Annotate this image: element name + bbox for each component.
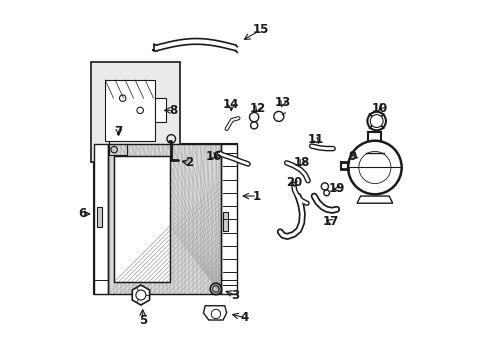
Bar — [108, 144, 221, 294]
Text: 10: 10 — [371, 102, 387, 115]
Text: 17: 17 — [322, 215, 338, 228]
Text: 3: 3 — [231, 288, 239, 302]
Polygon shape — [356, 196, 392, 203]
Bar — [97, 207, 102, 227]
Text: 16: 16 — [205, 149, 222, 163]
Text: 18: 18 — [293, 156, 309, 169]
Polygon shape — [132, 285, 149, 305]
Bar — [155, 98, 165, 122]
Bar — [105, 80, 155, 141]
Text: 20: 20 — [286, 176, 302, 189]
Text: 5: 5 — [138, 314, 146, 327]
Text: 15: 15 — [252, 23, 268, 36]
Text: 7: 7 — [115, 125, 122, 138]
Text: 11: 11 — [307, 134, 324, 147]
Text: 4: 4 — [240, 311, 248, 324]
Bar — [108, 144, 221, 294]
Text: 19: 19 — [328, 183, 344, 195]
Text: 14: 14 — [223, 98, 239, 111]
Text: 12: 12 — [249, 102, 265, 115]
Bar — [94, 144, 237, 294]
Bar — [221, 144, 237, 294]
Text: 9: 9 — [348, 149, 356, 163]
Bar — [223, 212, 227, 231]
Text: 2: 2 — [184, 156, 193, 169]
Text: 13: 13 — [274, 96, 291, 109]
Text: 8: 8 — [168, 104, 177, 117]
Text: 6: 6 — [78, 207, 86, 220]
Polygon shape — [203, 306, 226, 320]
Text: 1: 1 — [252, 190, 261, 203]
Bar — [94, 144, 108, 294]
Bar — [114, 156, 170, 282]
Bar — [91, 62, 180, 162]
